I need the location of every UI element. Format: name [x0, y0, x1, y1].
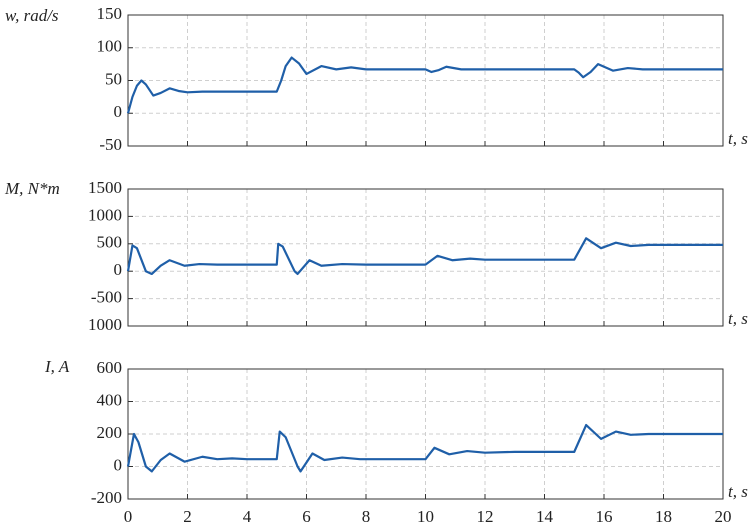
y-tick-label: 100 [97, 37, 123, 56]
x-tick-label: 10 [417, 507, 434, 526]
subplot: -50 0 50 100 150 w, rad/s t, s [5, 4, 748, 154]
y-tick-label: 150 [97, 4, 123, 23]
x-tick-label: 2 [183, 507, 192, 526]
data-line [126, 237, 723, 276]
y-tick-label: 1000 [88, 205, 122, 224]
plot-frame [127, 14, 724, 147]
data-line [126, 56, 723, 114]
x-tick-label: 4 [243, 507, 252, 526]
plot-frame [127, 188, 724, 327]
y-axis-label: I, A [44, 357, 70, 376]
y-tick-label: 600 [97, 358, 123, 377]
y-tick-label: 0 [114, 260, 123, 279]
y-tick-label: -200 [91, 488, 122, 507]
x-tick-label: 6 [302, 507, 311, 526]
y-tick-label: 400 [97, 390, 123, 409]
x-tick-label: 0 [124, 507, 133, 526]
y-tick-label: 0 [114, 102, 123, 121]
y-tick-label: -50 [99, 135, 122, 154]
y-tick-label: 0 [114, 455, 123, 474]
x-tick-label: 12 [477, 507, 494, 526]
x-tick-label: 16 [596, 507, 613, 526]
y-axis-label: M, N*m [4, 179, 60, 198]
x-tick-label: 14 [536, 507, 554, 526]
y-tick-label: 500 [97, 233, 123, 252]
y-axis-label: w, rad/s [5, 6, 59, 25]
y-tick-label: -500 [91, 288, 122, 307]
x-tick-label: 18 [655, 507, 672, 526]
x-tick-label: 8 [362, 507, 371, 526]
x-axis-label: t, s [728, 129, 748, 148]
x-axis-label: t, s [728, 309, 748, 328]
y-tick-label: 1000 [88, 315, 122, 334]
data-line [126, 423, 723, 473]
y-tick-label: 50 [105, 69, 122, 88]
y-tick-label: 1500 [88, 178, 122, 197]
y-tick-label: 200 [97, 423, 123, 442]
subplot: 1000 -500 0 500 1000 1500 M, N*m t, s [4, 178, 748, 334]
x-tick-label: 20 [715, 507, 732, 526]
x-axis-label: t, s [728, 482, 748, 501]
